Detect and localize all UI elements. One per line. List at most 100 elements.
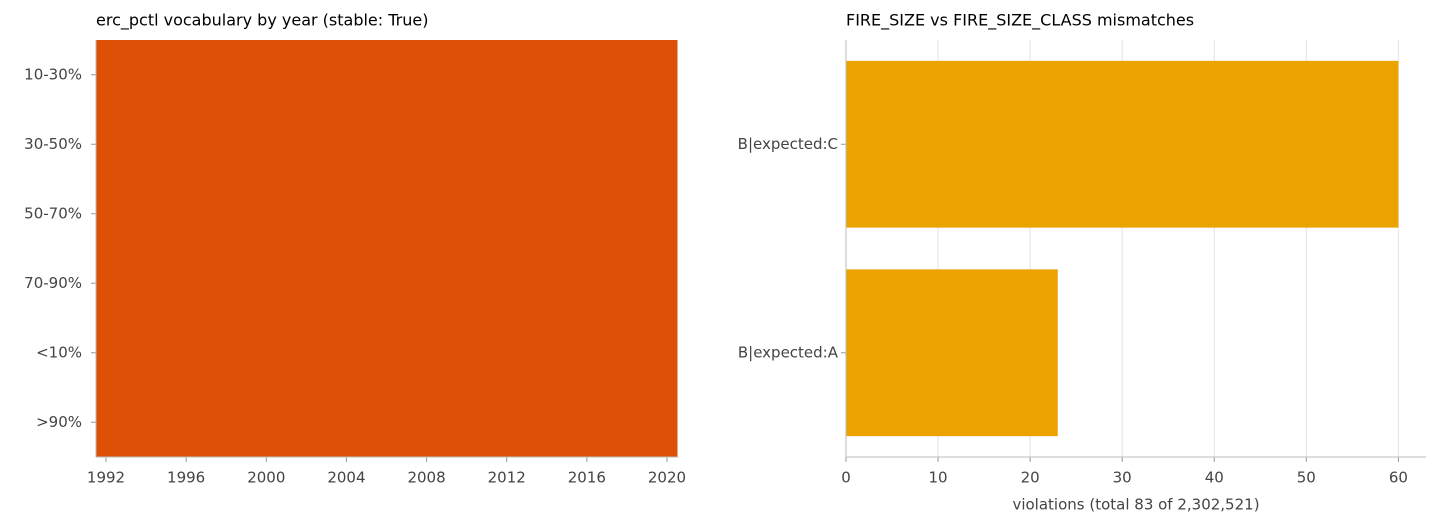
- heat-cell: [276, 248, 297, 319]
- x-tick-label: 10: [929, 469, 948, 487]
- heat-cell: [556, 318, 578, 388]
- heat-cell: [516, 40, 538, 110]
- heat-cell: [176, 40, 197, 110]
- heat-cell: [156, 318, 177, 388]
- heat-cell: [316, 318, 337, 388]
- heat-cell: [536, 179, 558, 249]
- heat-cell: [576, 109, 598, 180]
- heat-cell: [436, 248, 458, 319]
- heat-cell: [356, 40, 377, 110]
- heat-cell: [256, 318, 277, 388]
- heat-cell: [636, 387, 658, 458]
- heat-cell: [116, 318, 137, 388]
- heat-cell: [396, 318, 418, 388]
- heat-cell: [156, 248, 177, 319]
- heat-cell: [396, 40, 418, 110]
- heat-cell: [96, 387, 117, 458]
- heat-cell: [436, 40, 458, 110]
- heat-cell: [536, 318, 558, 388]
- heat-cell: [376, 387, 398, 458]
- heat-cell: [456, 109, 478, 180]
- heat-cell: [116, 179, 137, 249]
- heat-cell: [116, 109, 137, 180]
- heat-cell: [176, 318, 197, 388]
- heat-cell: [516, 179, 538, 249]
- heat-cell: [356, 248, 377, 319]
- heat-cell: [636, 318, 658, 388]
- heat-cell: [236, 179, 257, 249]
- heat-cell: [336, 179, 357, 249]
- heat-cell: [576, 318, 598, 388]
- y-tick-label: 30-50%: [24, 135, 82, 153]
- heat-cell: [436, 387, 458, 458]
- heat-cell: [376, 40, 398, 110]
- heat-cell: [556, 179, 578, 249]
- heat-cell: [576, 387, 598, 458]
- bar: [846, 269, 1058, 437]
- heat-cell: [656, 248, 678, 319]
- heat-cell: [96, 179, 117, 249]
- x-tick-label: 2016: [568, 469, 606, 487]
- heat-cell: [156, 387, 177, 458]
- heat-cell: [496, 109, 518, 180]
- heat-cell: [556, 248, 578, 319]
- heat-cell: [636, 109, 658, 180]
- heat-cell: [596, 179, 618, 249]
- heat-cell: [136, 109, 157, 180]
- heat-cell: [616, 40, 638, 110]
- heat-cell: [456, 40, 478, 110]
- heat-cell: [216, 40, 237, 110]
- x-tick-label: 0: [841, 469, 851, 487]
- heat-cell: [136, 387, 157, 458]
- heat-cell: [196, 109, 217, 180]
- heat-cell: [376, 248, 398, 319]
- heat-cell: [256, 179, 277, 249]
- heat-cell: [536, 40, 558, 110]
- heat-cell: [236, 318, 257, 388]
- heat-cell: [156, 179, 177, 249]
- heat-cell: [496, 318, 518, 388]
- heat-cell: [176, 109, 197, 180]
- heat-cell: [256, 40, 277, 110]
- y-tick-label: 70-90%: [24, 274, 82, 292]
- heat-cell: [196, 179, 217, 249]
- heat-cell: [356, 387, 377, 458]
- heat-cell: [456, 318, 478, 388]
- x-tick-label: 50: [1297, 469, 1316, 487]
- heat-cell: [636, 40, 658, 110]
- heat-cell: [516, 248, 538, 319]
- heat-cell: [596, 248, 618, 319]
- heat-cell: [216, 179, 237, 249]
- heat-cell: [216, 318, 237, 388]
- heat-cell: [476, 318, 498, 388]
- heat-cell: [256, 109, 277, 180]
- heat-cell: [116, 387, 137, 458]
- heat-cell: [316, 179, 337, 249]
- heat-cell: [516, 387, 538, 458]
- heat-cell: [416, 387, 438, 458]
- x-tick-label: 60: [1389, 469, 1408, 487]
- heat-cell: [616, 109, 638, 180]
- heat-cell: [416, 179, 438, 249]
- heat-cell: [236, 387, 257, 458]
- heat-cell: [96, 248, 117, 319]
- heat-cell: [456, 387, 478, 458]
- chart-title: erc_pctl vocabulary by year (stable: Tru…: [96, 11, 428, 31]
- heat-cell: [176, 387, 197, 458]
- heat-cell: [236, 40, 257, 110]
- heat-cell: [376, 318, 398, 388]
- x-tick-label: 2012: [488, 469, 526, 487]
- x-tick-label: 40: [1205, 469, 1224, 487]
- y-tick-label: B|expected:C: [738, 135, 838, 153]
- heat-cell: [636, 179, 658, 249]
- heat-cell: [136, 40, 157, 110]
- heat-cell: [316, 40, 337, 110]
- y-tick-label: B|expected:A: [738, 343, 839, 361]
- heat-cell: [456, 179, 478, 249]
- heat-cell: [316, 109, 337, 180]
- heat-cell: [276, 387, 297, 458]
- heat-cell: [296, 40, 317, 110]
- heat-cell: [336, 109, 357, 180]
- heat-cell: [436, 318, 458, 388]
